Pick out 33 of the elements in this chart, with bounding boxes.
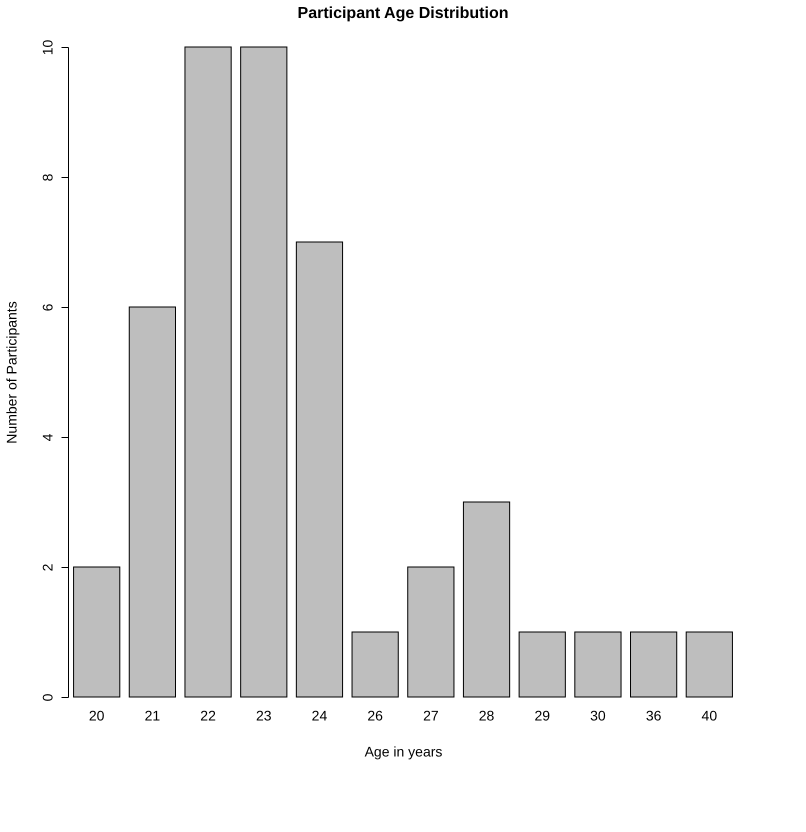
x-axis-title: Age in years — [364, 744, 442, 760]
chart-title: Participant Age Distribution — [298, 5, 508, 22]
y-tick-label: 10 — [40, 40, 56, 56]
y-axis-title: Number of Participants — [4, 301, 20, 444]
bar — [352, 632, 399, 698]
bar — [73, 566, 120, 698]
x-tick-label: 28 — [478, 708, 495, 724]
bar — [184, 46, 232, 698]
y-tick-label: 6 — [40, 303, 56, 312]
bar — [407, 566, 454, 698]
x-tick-label: 40 — [702, 708, 718, 724]
x-tick-label: 29 — [534, 708, 550, 724]
x-tick-label: 26 — [367, 708, 384, 724]
bar — [240, 46, 288, 698]
y-tick-label: 2 — [40, 563, 56, 572]
y-tick-label: 8 — [40, 173, 56, 182]
bar — [462, 502, 510, 698]
x-tick-label: 24 — [312, 708, 328, 724]
x-tick-label: 27 — [423, 708, 439, 724]
x-tick-label: 36 — [646, 708, 662, 724]
x-tick-label: 23 — [256, 708, 272, 724]
x-tick-label: 30 — [590, 708, 606, 724]
bar — [686, 632, 733, 698]
y-tick-label: 4 — [40, 433, 56, 442]
bar — [574, 632, 622, 698]
x-tick-label: 22 — [200, 708, 216, 724]
bar — [296, 242, 344, 698]
x-tick-label: 21 — [144, 708, 160, 724]
bar — [518, 632, 566, 698]
y-tick-label: 0 — [40, 693, 56, 702]
bar — [128, 306, 176, 698]
x-tick-label: 20 — [88, 708, 105, 724]
bar — [630, 632, 678, 698]
